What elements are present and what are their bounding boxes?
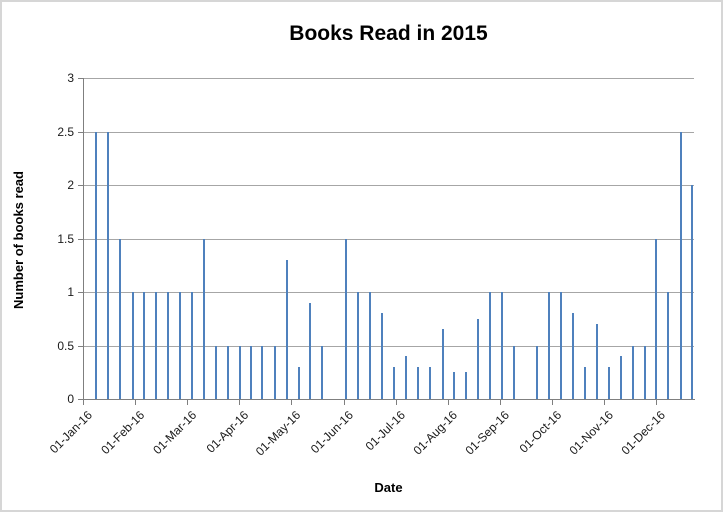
- bar: [417, 366, 419, 399]
- x-tick: [83, 399, 84, 405]
- bar: [405, 356, 407, 399]
- x-tick: [239, 399, 240, 405]
- bar: [393, 366, 395, 399]
- bar: [429, 366, 431, 399]
- x-tick: [291, 399, 292, 405]
- y-axis-line: [83, 78, 84, 404]
- bar: [179, 292, 181, 399]
- y-tick-label: 1.5: [57, 231, 74, 246]
- y-tick-label: 3: [67, 71, 74, 85]
- bar: [203, 238, 205, 399]
- x-tick-label: 01-Jul-16: [362, 408, 408, 454]
- bar: [309, 302, 311, 399]
- bar: [465, 372, 467, 399]
- x-tick-label: 01-Dec-16: [618, 408, 668, 458]
- y-tick: [78, 131, 83, 133]
- x-tick: [656, 399, 657, 405]
- bar: [632, 345, 634, 399]
- x-tick-label: 01-Apr-16: [203, 408, 251, 456]
- bar: [655, 238, 657, 399]
- bar: [501, 292, 503, 399]
- bar: [167, 292, 169, 399]
- x-tick-label: 01-Aug-16: [410, 408, 460, 458]
- bar: [489, 292, 491, 399]
- gridline: [83, 131, 694, 133]
- x-tick: [344, 399, 345, 405]
- y-tick: [78, 185, 83, 186]
- bar: [298, 366, 300, 399]
- bar: [536, 345, 538, 399]
- x-axis-line: [79, 399, 695, 400]
- bar: [442, 329, 444, 399]
- x-tick: [552, 399, 553, 405]
- y-tick: [78, 292, 83, 293]
- bar: [191, 292, 193, 399]
- x-tick-label: 01-Feb-16: [97, 408, 147, 458]
- y-tick-label: 2: [67, 178, 74, 192]
- bar: [286, 259, 288, 399]
- bar: [215, 345, 217, 399]
- x-tick-label: 01-Sep-16: [462, 408, 512, 458]
- bar: [239, 345, 241, 399]
- bar: [513, 345, 515, 399]
- gridline: [83, 292, 694, 293]
- bar: [274, 345, 276, 399]
- chart-title: Books Read in 2015: [289, 22, 488, 45]
- bar: [644, 345, 646, 399]
- bar: [620, 356, 622, 399]
- bar: [227, 345, 229, 399]
- y-tick-label: 1: [67, 285, 74, 299]
- bar: [680, 131, 682, 399]
- bar: [381, 313, 383, 399]
- bar: [560, 292, 562, 399]
- bar: [608, 366, 610, 399]
- bar: [132, 292, 134, 399]
- bar: [357, 292, 359, 399]
- bar: [596, 324, 598, 399]
- gridline: [83, 238, 694, 240]
- bar: [369, 292, 371, 399]
- bar: [119, 238, 121, 399]
- bar: [155, 292, 157, 399]
- bar: [107, 131, 109, 399]
- y-tick: [78, 345, 83, 347]
- y-tick: [78, 78, 83, 79]
- y-tick-label: 0: [67, 392, 74, 406]
- x-tick: [187, 399, 188, 405]
- x-tick: [448, 399, 449, 405]
- bar: [667, 292, 669, 399]
- bar: [453, 372, 455, 399]
- gridline: [83, 185, 694, 186]
- bar: [321, 345, 323, 399]
- bar: [143, 292, 145, 399]
- bar: [261, 345, 263, 399]
- bar: [345, 238, 347, 399]
- bar: [584, 366, 586, 399]
- bar: [95, 131, 97, 399]
- bar: [477, 318, 479, 399]
- x-tick-label: 01-Oct-16: [516, 408, 564, 456]
- gridline: [83, 345, 694, 347]
- x-tick-label: 01-Jan-16: [46, 408, 95, 457]
- x-tick-label: 01-Nov-16: [566, 408, 616, 458]
- bar: [250, 345, 252, 399]
- x-tick-label: 01-Mar-16: [149, 408, 199, 458]
- y-tick-label: 2.5: [57, 124, 74, 139]
- x-tick: [135, 399, 136, 405]
- y-tick: [78, 238, 83, 240]
- x-tick: [396, 399, 397, 405]
- x-tick: [500, 399, 501, 405]
- bar: [572, 313, 574, 399]
- x-tick-label: 01-Jun-16: [307, 408, 356, 457]
- bar: [548, 292, 550, 399]
- gridline: [83, 78, 694, 79]
- x-tick-label: 01-May-16: [252, 408, 303, 459]
- x-axis-title: Date: [374, 480, 403, 495]
- bar: [691, 185, 693, 399]
- x-tick: [604, 399, 605, 405]
- y-tick-label: 0.5: [57, 338, 74, 353]
